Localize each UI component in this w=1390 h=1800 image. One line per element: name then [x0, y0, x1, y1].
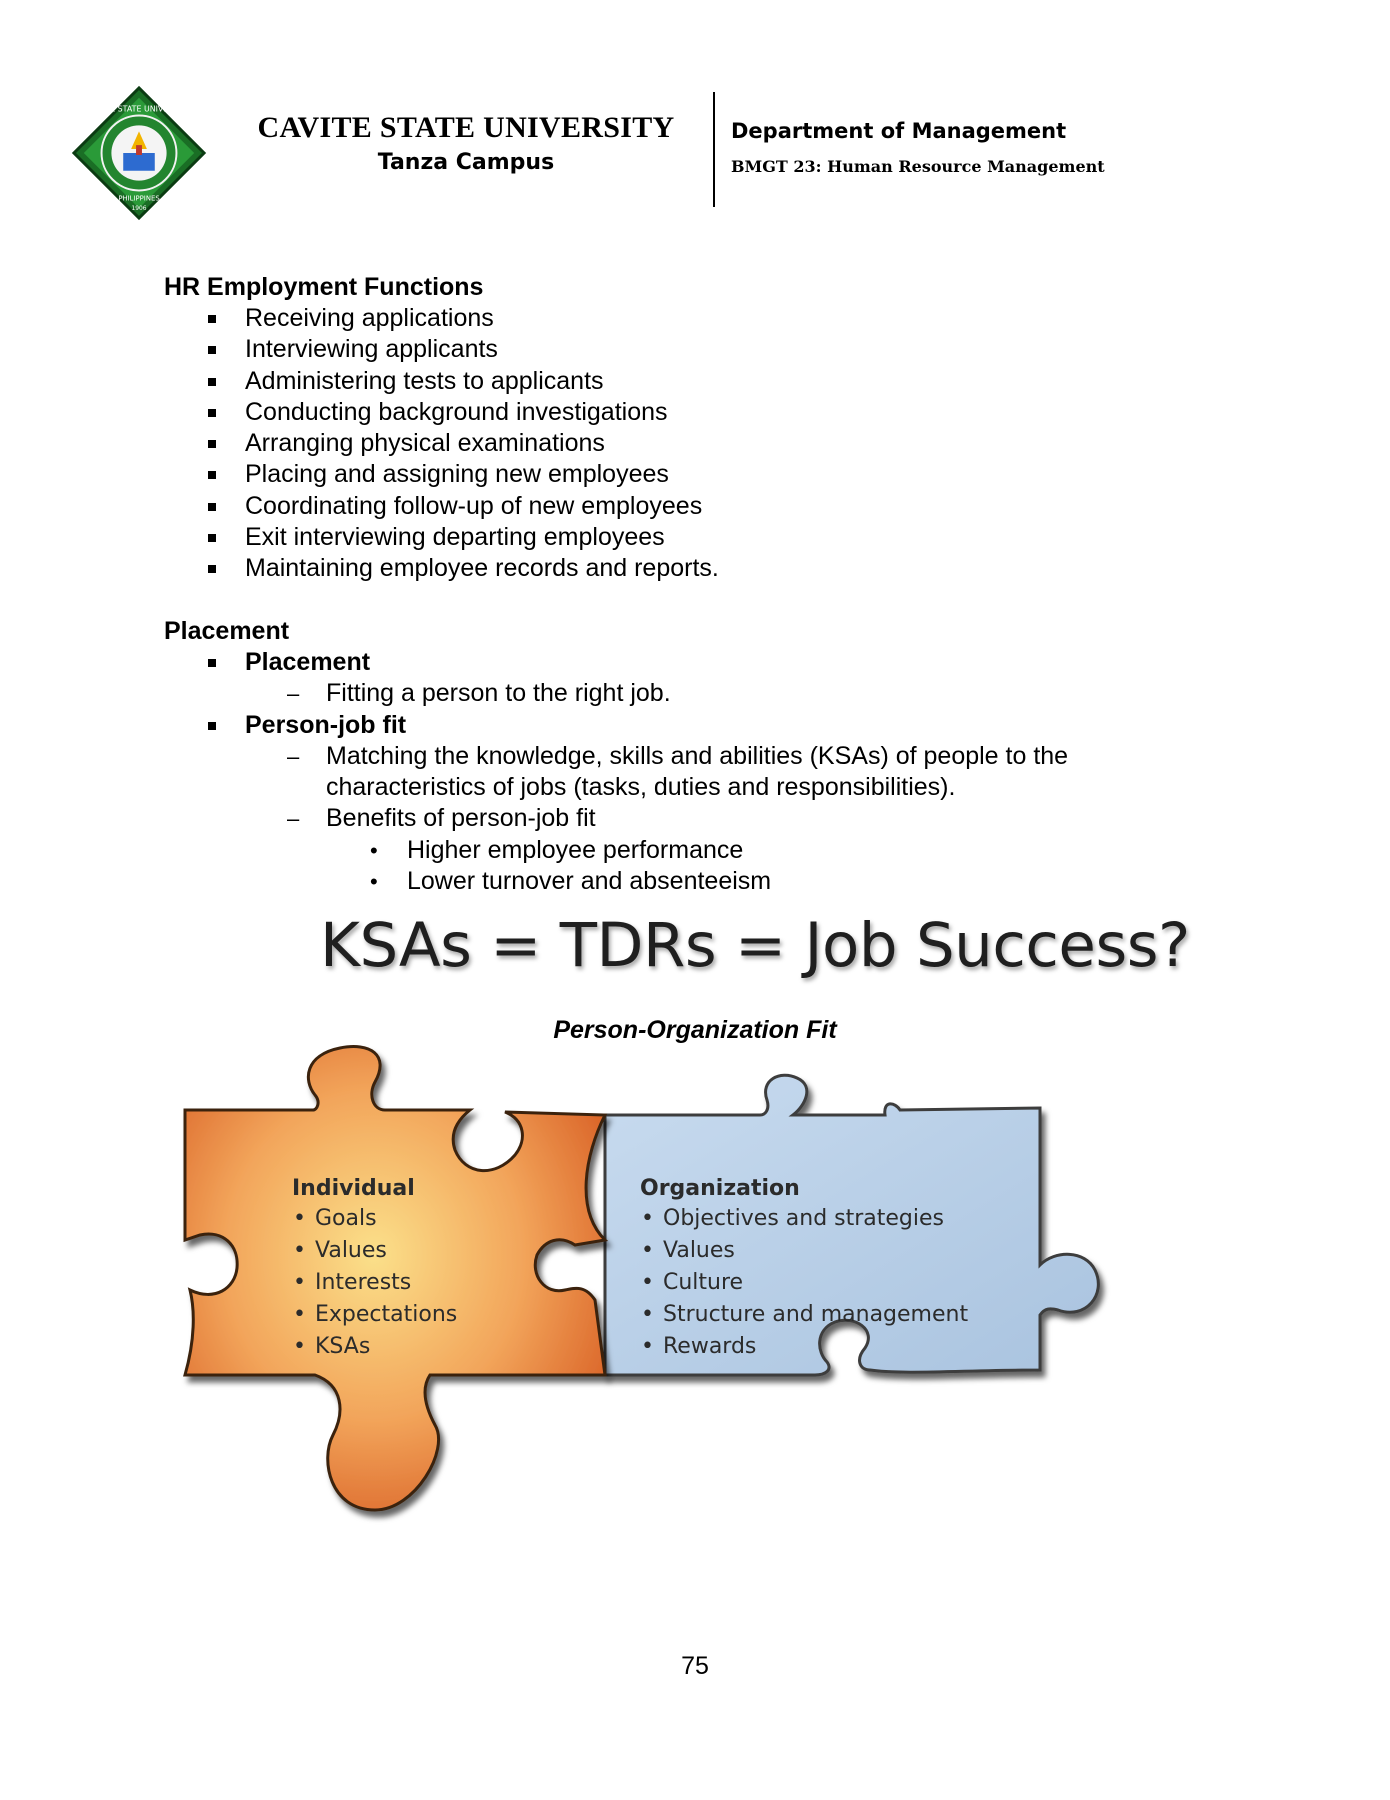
- organization-item: Objectives and strategies: [663, 1206, 944, 1231]
- list-item: Arranging physical examinations: [208, 428, 719, 459]
- logo-text-bottom: PHILIPPINES: [118, 194, 159, 202]
- organization-title: Organization: [640, 1176, 800, 1201]
- placement-definition: Fitting a person to the right job.: [287, 678, 1146, 710]
- organization-bullet: •: [641, 1206, 654, 1231]
- organization-bullet: •: [641, 1270, 654, 1295]
- list-item: Administering tests to applicants: [208, 366, 719, 397]
- individual-bullet: •: [293, 1302, 306, 1327]
- person-organization-fit-figure: Individual • Goals • Values • Interests …: [183, 1045, 1100, 1512]
- placement-sublist-wrap: Fitting a person to the right job.: [245, 678, 1146, 710]
- page-number: 75: [681, 1652, 709, 1680]
- logo-text-year: 1906: [131, 206, 146, 212]
- placement-title: Placement: [164, 617, 290, 645]
- organization-item: Rewards: [663, 1334, 756, 1359]
- person-job-fit-term: Person-job fit: [208, 710, 1146, 741]
- list-item: Conducting background investigations: [208, 397, 719, 428]
- organization-bullet: •: [641, 1302, 654, 1327]
- department-name: Department of Management: [731, 119, 1067, 143]
- list-item: Higher employee performance: [370, 835, 1146, 867]
- organization-item: Culture: [663, 1270, 743, 1295]
- pjf-definition: Matching the knowledge, skills and abili…: [287, 741, 1146, 804]
- individual-item: KSAs: [315, 1334, 370, 1359]
- placement-list: Placement Fitting a person to the right …: [208, 647, 1146, 898]
- list-item: Maintaining employee records and reports…: [208, 553, 719, 584]
- individual-bullet: •: [293, 1238, 306, 1263]
- individual-item: Values: [315, 1238, 387, 1263]
- organization-item: Structure and management: [663, 1302, 968, 1327]
- individual-puzzle-piece: [183, 1045, 609, 1512]
- organization-bullet: •: [641, 1238, 654, 1263]
- individual-title: Individual: [292, 1176, 415, 1201]
- hr-functions-list: Receiving applications Interviewing appl…: [208, 303, 719, 585]
- university-name: CAVITE STATE UNIVERSITY: [257, 111, 675, 144]
- benefits-list: Higher employee performance Lower turnov…: [370, 835, 1146, 898]
- placement-term: Placement: [208, 647, 1146, 678]
- pjf-sublist-wrap: Matching the knowledge, skills and abili…: [245, 741, 1146, 898]
- list-item: Placing and assigning new employees: [208, 459, 719, 490]
- organization-item: Values: [663, 1238, 735, 1263]
- individual-bullet: •: [293, 1206, 306, 1231]
- individual-item: Goals: [315, 1206, 377, 1231]
- organization-bullet: •: [641, 1334, 654, 1359]
- benefits-wrap: Higher employee performance Lower turnov…: [326, 835, 1146, 898]
- list-item: Exit interviewing departing employees: [208, 522, 719, 553]
- placement-sublist: Fitting a person to the right job.: [287, 678, 1146, 710]
- benefits-label: Benefits of person-job fit: [287, 803, 1146, 835]
- individual-bullet: •: [293, 1270, 306, 1295]
- hr-functions-title: HR Employment Functions: [164, 273, 484, 301]
- individual-item: Interests: [315, 1270, 411, 1295]
- list-item: Coordinating follow-up of new employees: [208, 491, 719, 522]
- list-item: Receiving applications: [208, 303, 719, 334]
- individual-item: Expectations: [315, 1302, 457, 1327]
- header-divider: [713, 92, 715, 207]
- figure-caption: Person-Organization Fit: [553, 1016, 837, 1044]
- course-title: BMGT 23: Human Resource Management: [731, 157, 1105, 176]
- individual-bullet: •: [293, 1334, 306, 1359]
- list-item: Interviewing applicants: [208, 334, 719, 365]
- campus-name: Tanza Campus: [377, 150, 555, 175]
- logo-text-top: CAVITE STATE UNIVERSITY: [87, 105, 191, 114]
- ksa-equation: KSAs = TDRs = Job Success?: [320, 910, 1190, 981]
- university-logo: CAVITE STATE UNIVERSITY PHILIPPINES 1906: [71, 85, 207, 221]
- list-item: Lower turnover and absenteeism: [370, 866, 1146, 898]
- pjf-sublist: Matching the knowledge, skills and abili…: [287, 741, 1146, 898]
- organization-puzzle-piece: [603, 1073, 1100, 1377]
